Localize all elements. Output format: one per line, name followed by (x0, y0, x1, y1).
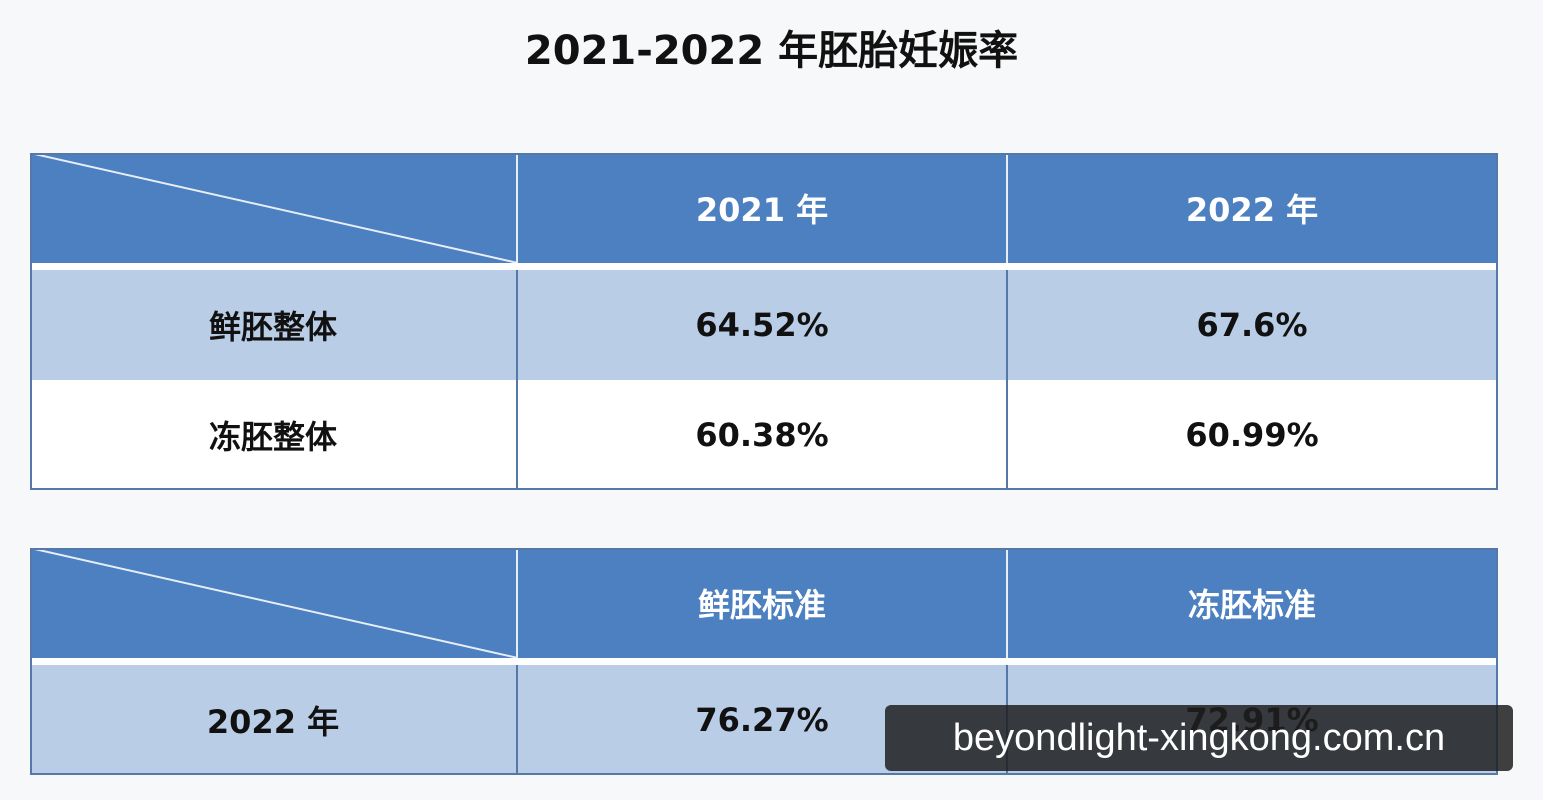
separator (30, 658, 1498, 665)
diagonal-line (30, 153, 518, 263)
corner-diagonal (30, 548, 518, 658)
value-cell: 64.52% (518, 270, 1008, 380)
separator (30, 263, 1498, 270)
corner-cell (30, 153, 518, 263)
header-cell: 冻胚标准 (1008, 548, 1498, 658)
header-cell: 鲜胚标准 (518, 548, 1008, 658)
watermark: beyondlight-xingkong.com.cn (885, 705, 1513, 771)
corner-diagonal (30, 153, 518, 263)
corner-cell (30, 548, 518, 658)
row-label: 2022 年 (30, 665, 518, 775)
row-label: 鲜胚整体 (30, 270, 518, 380)
page-title: 2021-2022 年胚胎妊娠率 (524, 28, 1019, 74)
header-cell: 2022 年 (1008, 153, 1498, 263)
value-cell: 60.38% (518, 380, 1008, 490)
diagonal-line (30, 548, 518, 658)
header-cell: 2021 年 (518, 153, 1008, 263)
value-cell: 67.6% (1008, 270, 1498, 380)
row-label: 冻胚整体 (30, 380, 518, 490)
value-cell: 60.99% (1008, 380, 1498, 490)
